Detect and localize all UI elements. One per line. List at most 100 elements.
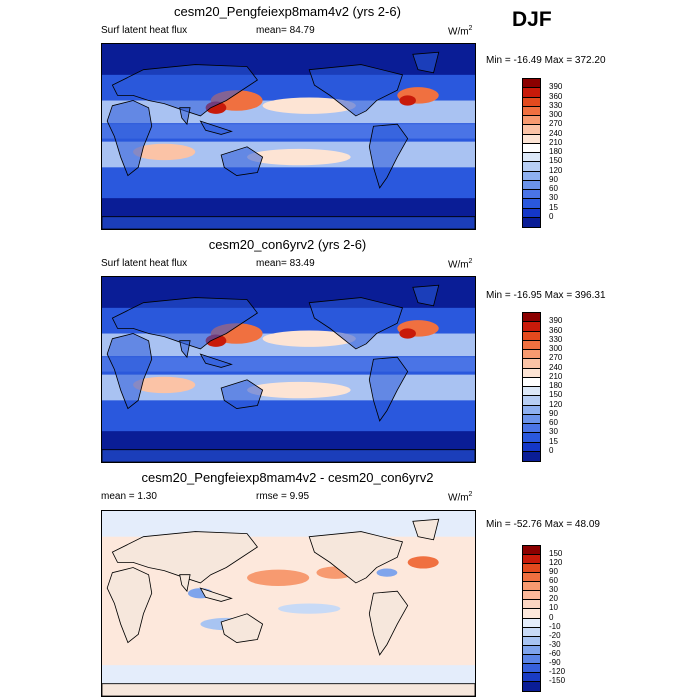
map-svg xyxy=(102,511,475,696)
colorbar-segment xyxy=(523,582,540,592)
colorbar-segment xyxy=(523,377,540,387)
land-shape-3 xyxy=(199,120,233,135)
colorbar-tick-label: 360 xyxy=(549,325,563,335)
colorbar-tick-label: 20 xyxy=(549,594,558,604)
panel-center-label: rmse = 9.95 xyxy=(256,491,310,502)
colorbar-tick-label: 30 xyxy=(549,585,558,595)
colorbar-tick-label: 210 xyxy=(549,137,563,147)
land-shape-5 xyxy=(308,531,404,584)
colorbar-tick-label: -30 xyxy=(549,639,561,649)
colorbar-segment xyxy=(523,190,540,200)
colorbar xyxy=(522,312,541,462)
colorbar-tick-label: 300 xyxy=(549,344,563,353)
colorbar-segment xyxy=(523,414,540,424)
colorbar xyxy=(522,78,541,228)
colorbar-segment xyxy=(523,555,540,565)
colorbar-tick-label: 150 xyxy=(549,549,563,559)
colorbar-tick-label: 180 xyxy=(549,381,563,390)
land-shape-0 xyxy=(106,333,153,410)
land-shape-0 xyxy=(106,567,153,644)
colorbar-tick-label: -10 xyxy=(549,621,561,631)
colorbar-segment xyxy=(523,636,540,646)
colorbar-tick-label: 390 xyxy=(549,316,563,326)
panel-center-label: mean= 84.79 xyxy=(256,25,315,36)
colorbar-tick-label: 0 xyxy=(549,211,554,221)
colorbar-tick-label: -20 xyxy=(549,630,561,640)
panel-title: cesm20_Pengfeiexp8mam4v2 (yrs 2-6) xyxy=(174,4,401,19)
colorbar-segment xyxy=(523,396,540,406)
colorbar-segment xyxy=(523,368,540,378)
panel-units: W/m2 xyxy=(448,491,472,503)
colorbar-segment xyxy=(523,199,540,209)
land-shape-3 xyxy=(199,587,233,602)
land-shape-5 xyxy=(308,64,404,117)
colorbar-segment xyxy=(523,350,540,360)
colorbar-tick-label: 300 xyxy=(549,110,563,119)
colorbar-segment xyxy=(523,79,540,89)
colorbar-segment xyxy=(523,654,540,664)
colorbar-segment xyxy=(523,359,540,369)
colorbar-segment xyxy=(523,433,540,443)
colorbar-segment xyxy=(523,663,540,673)
land-shape-6 xyxy=(368,123,409,189)
colorbar-tick-label: 60 xyxy=(549,576,558,586)
colorbar-tick-label: 60 xyxy=(549,184,558,193)
land-shape-8 xyxy=(102,683,475,696)
colorbar-tick-label: 240 xyxy=(549,362,563,372)
colorbar-segment xyxy=(523,451,540,461)
colorbar-tick-label: -60 xyxy=(549,648,561,658)
colorbar-segment xyxy=(523,618,540,628)
minmax-label: Min = -52.76 Max = 48.09 xyxy=(486,519,600,530)
units-base: W/m xyxy=(448,492,469,504)
panel-left-label: Surf latent heat flux xyxy=(101,258,188,269)
colorbar-segment xyxy=(523,153,540,163)
colorbar-segment xyxy=(523,208,540,218)
land-shape-6 xyxy=(368,356,409,422)
colorbar-tick-label: 150 xyxy=(549,156,563,166)
colorbar-tick-label: 120 xyxy=(549,558,563,568)
map-svg xyxy=(102,277,475,462)
map-panel xyxy=(101,43,476,230)
land-shape-7 xyxy=(412,518,440,541)
colorbar-segment xyxy=(523,217,540,227)
colorbar-segment xyxy=(523,681,540,691)
colorbar-tick-label: 90 xyxy=(549,567,558,577)
colorbar-segment xyxy=(523,609,540,619)
colorbar-segment xyxy=(523,134,540,144)
colorbar-segment xyxy=(523,171,540,181)
colorbar-segment xyxy=(523,442,540,452)
land-shape-8 xyxy=(102,216,475,229)
map-svg xyxy=(102,44,475,229)
colorbar-tick-label: 360 xyxy=(549,91,563,101)
colorbar-tick-label: 120 xyxy=(549,399,563,409)
season-label: DJF xyxy=(512,8,552,31)
colorbar-segment xyxy=(523,106,540,116)
land-shape-1 xyxy=(111,531,259,584)
colorbar-segment xyxy=(523,116,540,126)
land-shape-1 xyxy=(111,297,259,350)
land-shape-7 xyxy=(412,51,440,74)
colorbar-tick-label: 15 xyxy=(549,436,558,446)
colorbar-segment xyxy=(523,546,540,556)
colorbar-segment xyxy=(523,162,540,172)
minmax-label: Min = -16.95 Max = 396.31 xyxy=(486,290,606,301)
colorbar-tick-label: 10 xyxy=(549,603,558,613)
panel-left-label: mean = 1.30 xyxy=(101,491,157,502)
land-shape-6 xyxy=(368,590,409,656)
colorbar-tick-label: 270 xyxy=(549,119,563,129)
colorbar-tick-label: 240 xyxy=(549,128,563,138)
colorbar-tick-label: 210 xyxy=(549,371,563,381)
colorbar-segment xyxy=(523,672,540,682)
colorbar-segment xyxy=(523,125,540,135)
panel-title: cesm20_Pengfeiexp8mam4v2 - cesm20_con6yr… xyxy=(141,470,434,485)
land-shape-1 xyxy=(111,64,259,117)
colorbar-segment xyxy=(523,573,540,583)
colorbar-tick-label: 330 xyxy=(549,100,563,110)
colorbar-tick-label: -150 xyxy=(549,675,566,685)
map-panel xyxy=(101,276,476,463)
minmax-label: Min = -16.49 Max = 372.20 xyxy=(486,55,606,66)
land-shape-2 xyxy=(179,574,191,593)
colorbar-segment xyxy=(523,88,540,98)
colorbar-segment xyxy=(523,180,540,190)
land-shape-5 xyxy=(308,297,404,350)
